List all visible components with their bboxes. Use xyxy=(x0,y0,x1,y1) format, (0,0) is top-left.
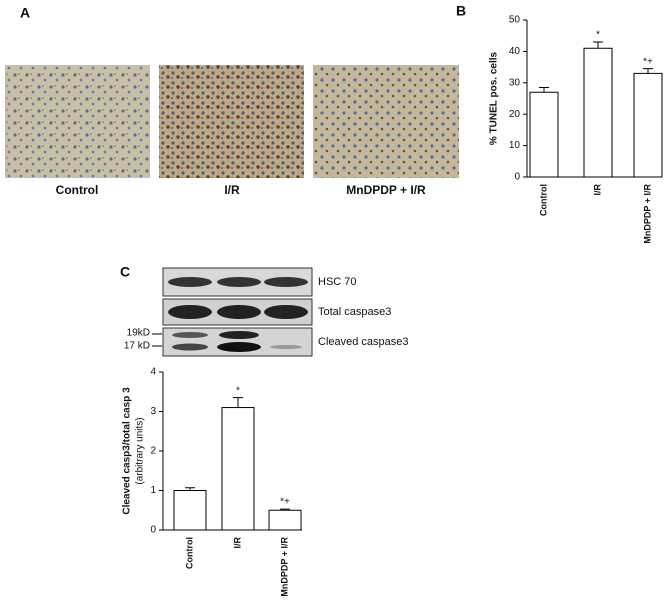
bar xyxy=(221,407,255,531)
error-bar xyxy=(185,487,195,491)
y-tick-label: 1 xyxy=(150,485,156,496)
y-tick-label: 4 xyxy=(150,367,156,378)
significance-mark: *+ xyxy=(280,497,290,508)
image-caption: Control xyxy=(56,183,99,197)
x-tick-label: I/R xyxy=(592,184,602,196)
error-bar xyxy=(593,41,603,49)
error-bar xyxy=(643,68,653,74)
blot-label: Cleaved caspase3 xyxy=(318,336,409,348)
error-bar xyxy=(280,508,290,511)
y-tick-label: 30 xyxy=(509,77,521,88)
blot xyxy=(152,267,313,357)
bar xyxy=(583,47,613,178)
error-bar xyxy=(539,87,549,93)
y-tick-label: 0 xyxy=(514,172,520,183)
y-tick-label: 2 xyxy=(150,446,156,457)
bar xyxy=(173,490,207,531)
y-tick-label: 0 xyxy=(150,525,156,536)
y-tick-label: 40 xyxy=(509,46,521,57)
y-axis-sublabel: (arbitrary units) xyxy=(135,417,146,484)
significance-mark: *+ xyxy=(643,56,653,67)
panel-label: C xyxy=(120,264,130,280)
x-tick-label: MnDPDP + I/R xyxy=(642,184,652,244)
y-axis-label: % TUNEL pos. cells xyxy=(489,51,500,145)
size-marker: 17 kD xyxy=(124,341,150,352)
y-tick-label: 20 xyxy=(509,109,521,120)
y-tick-label: 3 xyxy=(150,406,156,417)
bar xyxy=(633,72,663,178)
image-caption: I/R xyxy=(224,183,240,197)
y-tick-label: 10 xyxy=(509,140,521,151)
x-tick-label: MnDPDP + I/R xyxy=(279,537,289,597)
y-axis-label: Cleaved casp3/total casp 3 xyxy=(122,387,133,515)
micrograph xyxy=(159,65,304,178)
significance-mark: * xyxy=(596,30,600,41)
micrograph xyxy=(313,65,459,178)
panel-label: A xyxy=(20,5,30,21)
micrograph xyxy=(5,65,150,178)
y-tick-label: 50 xyxy=(509,15,521,26)
x-tick-label: I/R xyxy=(232,537,242,549)
error-bar xyxy=(233,397,243,408)
bar xyxy=(529,91,559,178)
size-marker: 19kD xyxy=(127,328,150,339)
panel-label: B xyxy=(456,3,466,19)
bar xyxy=(268,509,302,531)
x-tick-label: Control xyxy=(538,184,548,216)
x-tick-label: Control xyxy=(184,537,194,569)
blot-label: Total caspase3 xyxy=(318,306,391,318)
image-caption: MnDPDP + I/R xyxy=(346,183,426,197)
significance-mark: * xyxy=(236,385,240,396)
blot-label: HSC 70 xyxy=(318,276,357,288)
